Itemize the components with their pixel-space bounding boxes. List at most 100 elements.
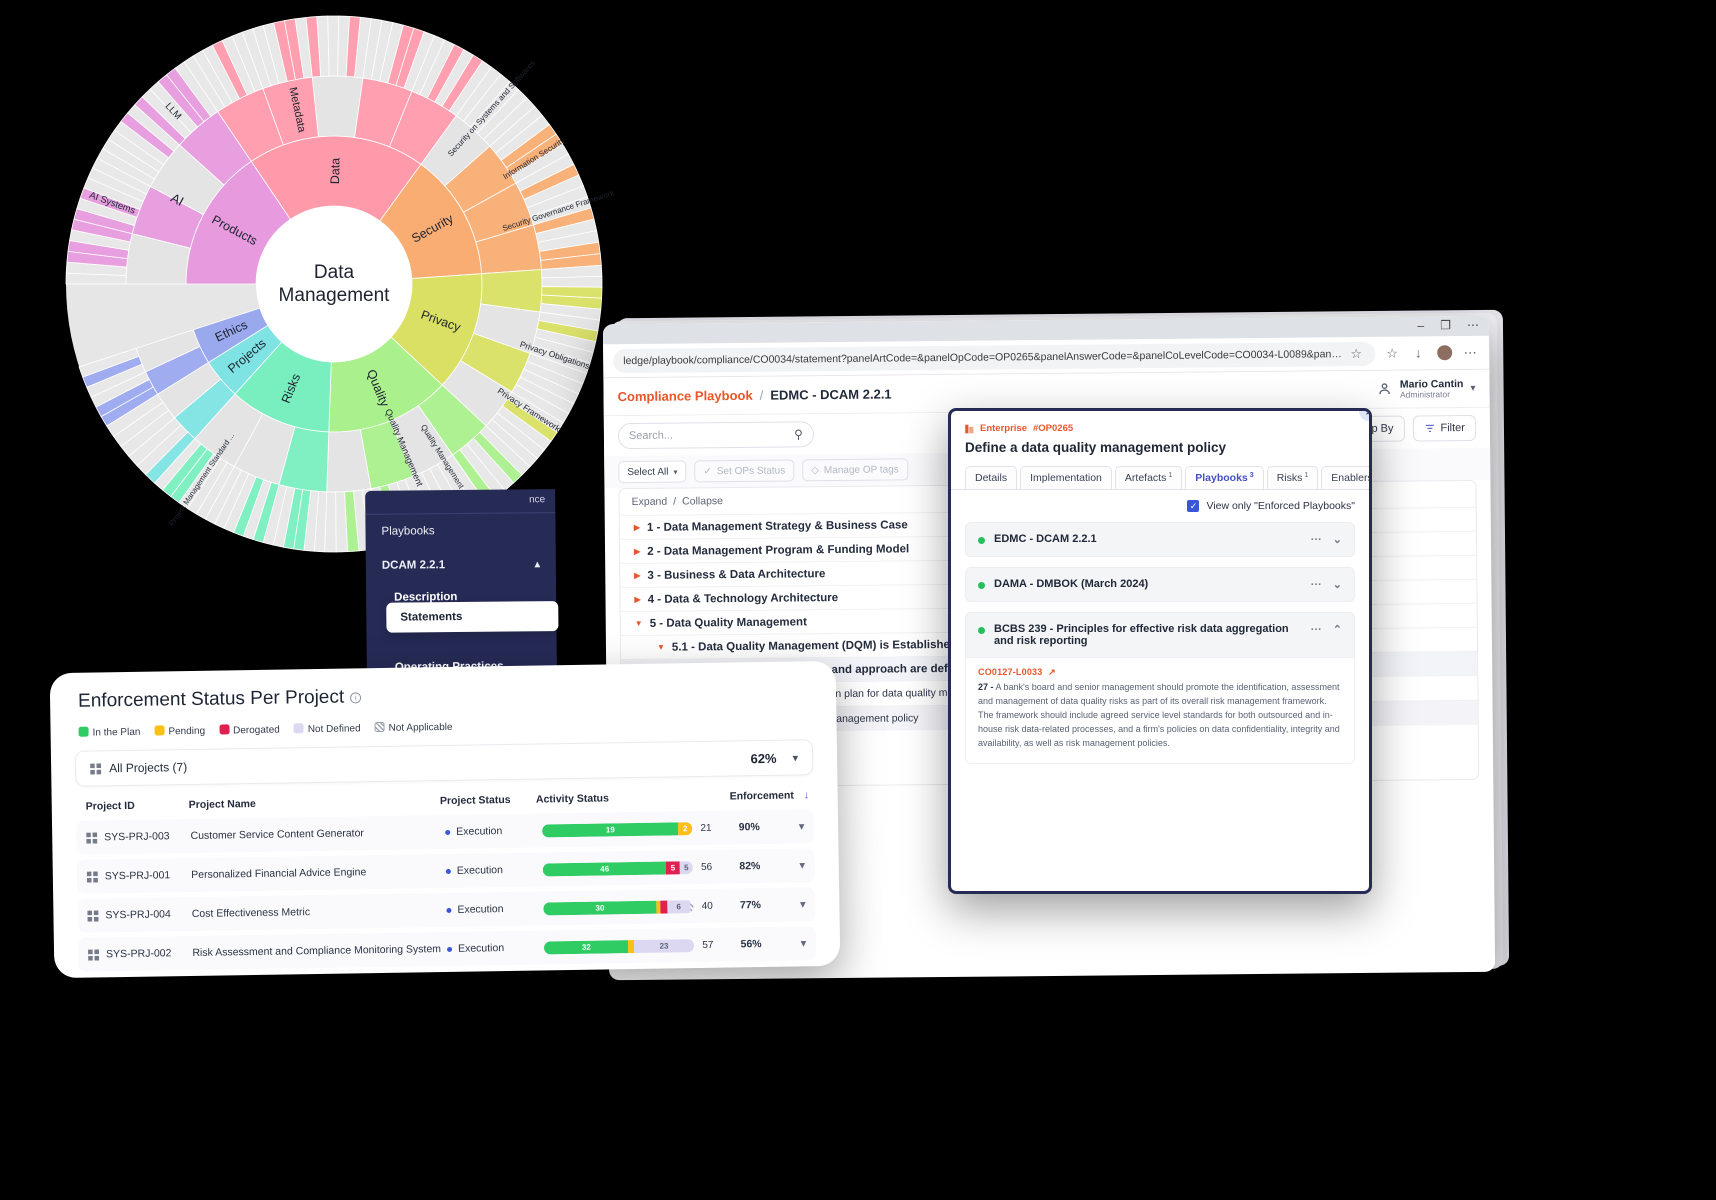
- playbook-item[interactable]: DAMA - DMBOK (March 2024) ··· ⌄: [965, 567, 1355, 602]
- modal-tab-risks[interactable]: Risks 1: [1266, 466, 1319, 489]
- manage-op-tags-button[interactable]: ◇ Manage OP tags: [802, 458, 908, 482]
- table-row[interactable]: SYS-PRJ-004 Cost Effectiveness Metric Ex…: [77, 887, 816, 933]
- enforcement-table-body[interactable]: SYS-PRJ-003 Customer Service Content Gen…: [72, 809, 820, 972]
- caret-right-icon[interactable]: ▶: [634, 594, 641, 604]
- enforcement-status-card[interactable]: Enforcement Status Per Project i In the …: [49, 660, 841, 979]
- filter-button[interactable]: Filter: [1412, 414, 1477, 442]
- playbook-item[interactable]: BCBS 239 - Principles for effective risk…: [965, 612, 1355, 658]
- set-ops-status-button[interactable]: ✓ Set OPs Status: [694, 459, 795, 483]
- activity-status-bar: 32 23: [544, 938, 695, 954]
- info-icon[interactable]: i: [350, 691, 362, 703]
- chevron-up-icon[interactable]: ⌃: [1332, 624, 1342, 636]
- sort-desc-icon[interactable]: ↓: [803, 789, 810, 802]
- table-row[interactable]: SYS-PRJ-002 Risk Assessment and Complian…: [77, 926, 817, 972]
- bar-segment-derogated: 5: [666, 860, 680, 875]
- close-icon[interactable]: ×: [1359, 411, 1369, 421]
- search-input[interactable]: Search... ⚲: [617, 421, 815, 450]
- tag-icon: ◇: [811, 464, 819, 476]
- cell-project-id: SYS-PRJ-003: [86, 830, 191, 844]
- grid-icon: [86, 831, 98, 844]
- chevron-down-icon[interactable]: ▾: [800, 898, 806, 910]
- caret-right-icon[interactable]: ▶: [634, 570, 641, 580]
- playbook-item[interactable]: EDMC - DCAM 2.2.1 ··· ⌄: [965, 522, 1355, 557]
- sidebar-item-label: Statements: [400, 610, 463, 624]
- col-enforcement[interactable]: Enforcement ↓: [730, 789, 810, 802]
- expand-link[interactable]: Expand: [631, 495, 668, 508]
- cell-activity-status: 46 5 5 56: [542, 860, 739, 876]
- chevron-down-icon[interactable]: ▾: [800, 937, 807, 949]
- checkbox-checked-icon[interactable]: ✓: [1187, 500, 1200, 512]
- project-status-text: Execution: [457, 942, 505, 955]
- chevron-down-icon[interactable]: ⌄: [1332, 579, 1342, 591]
- all-projects-row[interactable]: All Projects (7) 62% ▾: [74, 739, 814, 787]
- sidebar-playbooks-label: Playbooks: [381, 525, 435, 538]
- chevron-down-icon[interactable]: ▾: [1470, 382, 1476, 394]
- caret-down-icon[interactable]: ▼: [656, 642, 665, 652]
- tree-node-label: 5 - Data Quality Management: [649, 615, 807, 630]
- chevron-down-icon[interactable]: ▾: [799, 820, 805, 832]
- modal-tab-implementation[interactable]: Implementation: [1020, 466, 1112, 489]
- downloads-icon[interactable]: ↓: [1414, 345, 1422, 361]
- legend-label: Derogated: [233, 724, 280, 737]
- more-options-icon[interactable]: ···: [1310, 578, 1322, 591]
- project-id-text: SYS-PRJ-003: [104, 830, 170, 844]
- collapse-link[interactable]: Collapse: [682, 495, 724, 508]
- browser-overflow-icon[interactable]: ⋯: [1463, 344, 1477, 360]
- building-icon: [965, 424, 974, 433]
- sidebar-item-statements[interactable]: Statements: [386, 601, 559, 633]
- minimize-icon[interactable]: –: [1417, 318, 1425, 333]
- playbook-list[interactable]: EDMC - DCAM 2.2.1 ··· ⌄ DAMA - DMBOK (Ma…: [965, 522, 1355, 764]
- enforced-playbooks-checkbox-row[interactable]: ✓ View only "Enforced Playbooks": [965, 500, 1355, 512]
- modal-tab-artefacts[interactable]: Artefacts 1: [1114, 466, 1183, 489]
- bar-segment-value: 5: [670, 862, 676, 872]
- modal-tab-enablers[interactable]: Enablers0: [1321, 466, 1369, 489]
- chevron-up-icon[interactable]: ▴: [534, 558, 540, 570]
- chevron-down-icon[interactable]: ⌄: [1332, 534, 1342, 546]
- sidebar-governance-label: nce: [529, 494, 546, 506]
- modal-tab-playbooks[interactable]: Playbooks 3: [1185, 466, 1264, 489]
- activity-total: 56: [700, 861, 713, 873]
- profile-avatar-icon[interactable]: [1435, 344, 1453, 362]
- browser-menu-icon[interactable]: ⋯: [1466, 317, 1479, 332]
- all-projects-pct: 62%: [750, 750, 777, 766]
- playbook-ref-code[interactable]: CO0127-L0033: [978, 667, 1043, 677]
- maximize-icon[interactable]: ❐: [1440, 318, 1451, 333]
- playbook-name: DAMA - DMBOK (March 2024): [994, 578, 1149, 590]
- more-options-icon[interactable]: ···: [1310, 623, 1322, 636]
- caret-down-icon[interactable]: ▼: [634, 618, 643, 628]
- favorites-star-icon[interactable]: ☆: [1386, 345, 1399, 361]
- expand-collapse-separator: /: [673, 495, 677, 508]
- external-link-icon[interactable]: ↗: [1048, 667, 1056, 677]
- playbook-sidebar[interactable]: nce Playbooks DCAM 2.2.1 ▴ Description S…: [365, 489, 559, 674]
- breadcrumb-current: EDMC - DCAM 2.2.1: [770, 386, 892, 403]
- cell-project-status: Execution: [445, 824, 542, 838]
- caret-right-icon[interactable]: ▶: [633, 522, 641, 532]
- more-options-icon[interactable]: ···: [1310, 533, 1322, 546]
- search-icon[interactable]: ⚲: [794, 427, 804, 442]
- breadcrumb-root[interactable]: Compliance Playbook: [617, 387, 753, 405]
- user-role: Administrator: [1399, 388, 1451, 400]
- chevron-down-icon[interactable]: ▾: [799, 859, 805, 871]
- bar-segment-value: 2: [682, 823, 688, 833]
- bookmark-star-icon[interactable]: ☆: [1350, 345, 1363, 361]
- grid-icon: [86, 870, 98, 883]
- operating-practice-modal[interactable]: × Enterprise #OP0265 Define a data quali…: [948, 408, 1372, 894]
- modal-tab-label: Artefacts: [1124, 472, 1167, 484]
- modal-tablist[interactable]: Details Implementation Artefacts 1 Playbooks…: [965, 466, 1369, 489]
- caret-right-icon[interactable]: ▶: [634, 546, 641, 556]
- modal-tab-details[interactable]: Details: [965, 466, 1018, 489]
- select-all-dropdown[interactable]: Select All ▾: [618, 460, 687, 484]
- chevron-down-icon[interactable]: ▾: [792, 751, 799, 765]
- user-menu[interactable]: Mario Cantin Administrator ▾: [1377, 377, 1476, 400]
- sidebar-item-playbooks[interactable]: Playbooks: [365, 513, 555, 549]
- cell-project-name: Cost Effectiveness Metric: [191, 906, 311, 920]
- playbook-expanded-body: CO0127-L0033 ↗ 27 - A bank's board and s…: [965, 658, 1355, 764]
- table-row[interactable]: SYS-PRJ-003 Customer Service Content Gen…: [75, 809, 815, 855]
- address-bar-url: ledge/playbook/compliance/CO0034/stateme…: [623, 347, 1348, 367]
- window-controls[interactable]: – ❐ ⋯: [1417, 318, 1479, 333]
- modal-op-code: #OP0265: [1033, 423, 1074, 434]
- address-bar[interactable]: ledge/playbook/compliance/CO0034/stateme…: [613, 341, 1376, 373]
- sidebar-playbook-name: DCAM 2.2.1: [381, 559, 446, 572]
- table-row[interactable]: SYS-PRJ-001 Personalized Financial Advic…: [76, 848, 816, 894]
- sidebar-item-dcam[interactable]: DCAM 2.2.1 ▴: [366, 547, 556, 583]
